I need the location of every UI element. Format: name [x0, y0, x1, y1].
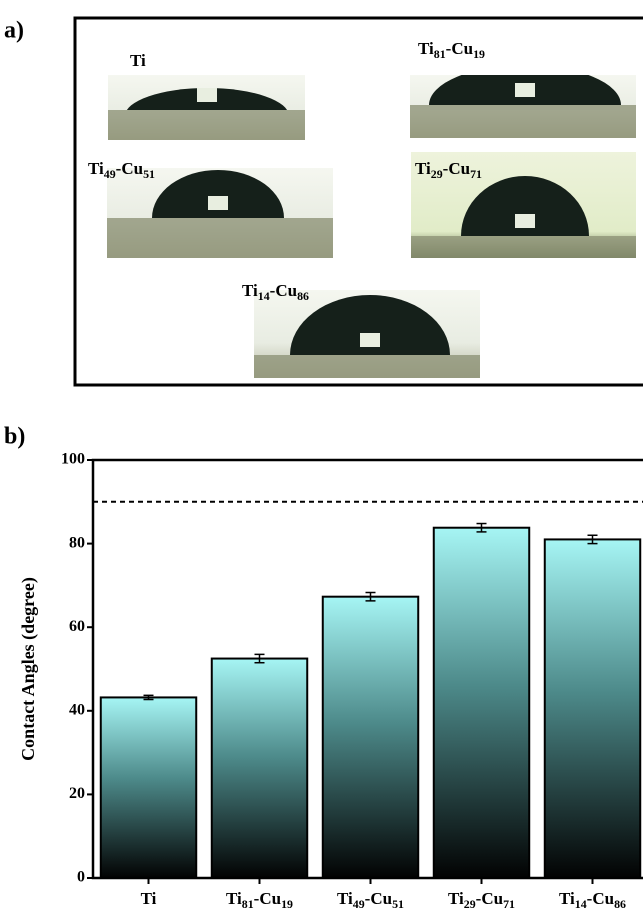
y-tick-label: 80 [69, 534, 85, 551]
y-tick-label: 100 [61, 451, 85, 468]
panel-label: b) [4, 424, 25, 450]
bar [212, 659, 307, 878]
y-tick-label: 40 [69, 701, 85, 718]
x-tick-label: Ti14-Cu86 [559, 889, 626, 911]
bar [545, 539, 640, 878]
photo-label: Ti49-Cu51 [88, 159, 155, 181]
page: a) Ti Ti81-Cu19 Ti49-Cu51 Ti29-Cu71 Ti14-Cu8… [0, 0, 643, 915]
substrate [107, 218, 333, 258]
reflection [360, 333, 380, 347]
reflection [515, 83, 535, 97]
substrate [254, 355, 480, 378]
x-tick-label: Ti29-Cu71 [448, 889, 515, 911]
photo-label: Ti [130, 51, 146, 70]
x-tick-label: Ti [141, 889, 157, 908]
y-axis-label: Contact Angles (degree) [18, 577, 39, 761]
y-tick-label: 0 [77, 869, 85, 886]
substrate [108, 110, 305, 140]
reflection [208, 196, 228, 210]
x-tick-label: Ti49-Cu51 [337, 889, 404, 911]
substrate [411, 236, 636, 258]
bar [101, 697, 196, 878]
panel-label: a) [4, 18, 24, 44]
x-tick-label: Ti81-Cu19 [226, 889, 293, 911]
photo-label: Ti14-Cu86 [242, 281, 309, 303]
y-tick-label: 60 [69, 618, 85, 635]
reflection [197, 88, 217, 102]
chart: 0 20 40 60 80 100 Ti Ti81-Cu19 Ti49-Cu51 Ti29-Cu7… [61, 451, 643, 911]
bar [434, 528, 529, 878]
photo-label: Ti81-Cu19 [418, 39, 485, 61]
figure: a) Ti Ti81-Cu19 Ti49-Cu51 Ti29-Cu71 Ti14-Cu8… [0, 0, 643, 915]
bar [323, 597, 418, 878]
reflection [515, 214, 535, 228]
substrate [410, 105, 636, 138]
y-tick-label: 20 [69, 785, 85, 802]
